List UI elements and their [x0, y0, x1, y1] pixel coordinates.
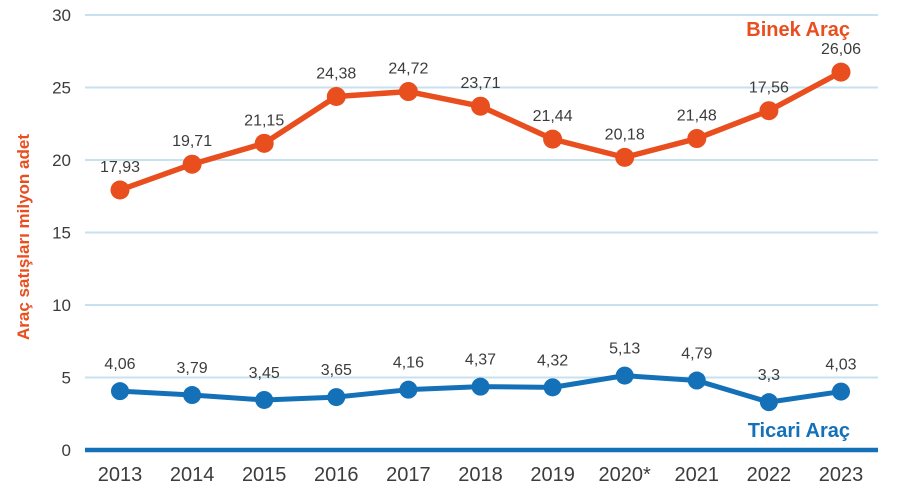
y-tick-label: 15: [52, 224, 71, 243]
data-label: 17,56: [749, 80, 789, 97]
data-point: [398, 82, 418, 102]
x-tick-label: 2013: [98, 464, 143, 486]
data-label: 19,71: [172, 133, 212, 150]
data-point: [471, 96, 490, 116]
data-point: [254, 133, 274, 153]
data-label: 4,37: [465, 352, 496, 369]
data-label: 17,93: [100, 159, 140, 176]
x-tick-label: 2023: [819, 464, 864, 486]
data-label: 23,71: [460, 75, 500, 92]
data-point: [399, 380, 418, 399]
x-tick-label: 2022: [747, 464, 792, 486]
data-label: 4,06: [104, 356, 135, 373]
x-tick-label: 2019: [530, 464, 575, 486]
legend-ticari-arac: Ticari Araç: [748, 420, 850, 442]
data-point: [471, 377, 490, 396]
x-tick-label: 2014: [170, 464, 215, 486]
legend-binek-arac: Binek Araç: [746, 19, 850, 41]
data-point: [615, 147, 635, 167]
data-point: [687, 129, 707, 149]
x-tick-label: 2020*: [599, 464, 651, 486]
data-point: [543, 129, 563, 149]
data-label: 5,13: [609, 341, 640, 358]
data-label: 4,16: [393, 355, 424, 372]
x-tick-label: 2016: [314, 464, 359, 486]
x-tick-label: 2017: [386, 464, 431, 486]
x-tick-label: 2018: [458, 464, 503, 486]
data-label: 3,3: [758, 367, 780, 384]
data-label: 4,79: [681, 346, 712, 363]
y-tick-label: 5: [62, 369, 71, 388]
data-label: 24,38: [316, 65, 356, 82]
data-label: 4,32: [537, 352, 568, 369]
y-tick-label: 25: [52, 79, 71, 98]
data-label: 24,72: [388, 61, 428, 78]
data-label: 21,15: [244, 112, 284, 129]
y-tick-label: 30: [52, 6, 71, 25]
data-point: [183, 386, 202, 405]
data-label: 4,03: [825, 357, 856, 374]
data-point: [832, 382, 850, 401]
data-point: [327, 388, 346, 407]
y-tick-label: 0: [62, 441, 71, 460]
data-label: 26,06: [821, 41, 861, 58]
data-point: [615, 366, 634, 385]
data-point: [687, 371, 706, 390]
y-axis-title: Araç satışları milyon adet: [14, 134, 33, 340]
data-point: [543, 378, 562, 397]
data-point: [255, 390, 274, 409]
data-point: [326, 86, 346, 106]
data-point: [759, 101, 779, 121]
data-label: 20,18: [605, 126, 645, 143]
data-point: [182, 154, 202, 174]
data-label: 3,79: [177, 360, 208, 377]
x-tick-label: 2015: [242, 464, 287, 486]
data-point: [759, 393, 778, 412]
y-tick-label: 10: [52, 296, 71, 315]
data-label: 3,45: [249, 365, 280, 382]
data-point: [111, 382, 129, 401]
data-label: 3,65: [321, 362, 352, 379]
y-tick-label: 20: [52, 151, 71, 170]
data-point: [110, 180, 130, 200]
x-tick-label: 2021: [675, 464, 720, 486]
data-label: 21,44: [533, 108, 573, 125]
data-label: 21,48: [677, 108, 717, 125]
data-point: [831, 62, 851, 82]
